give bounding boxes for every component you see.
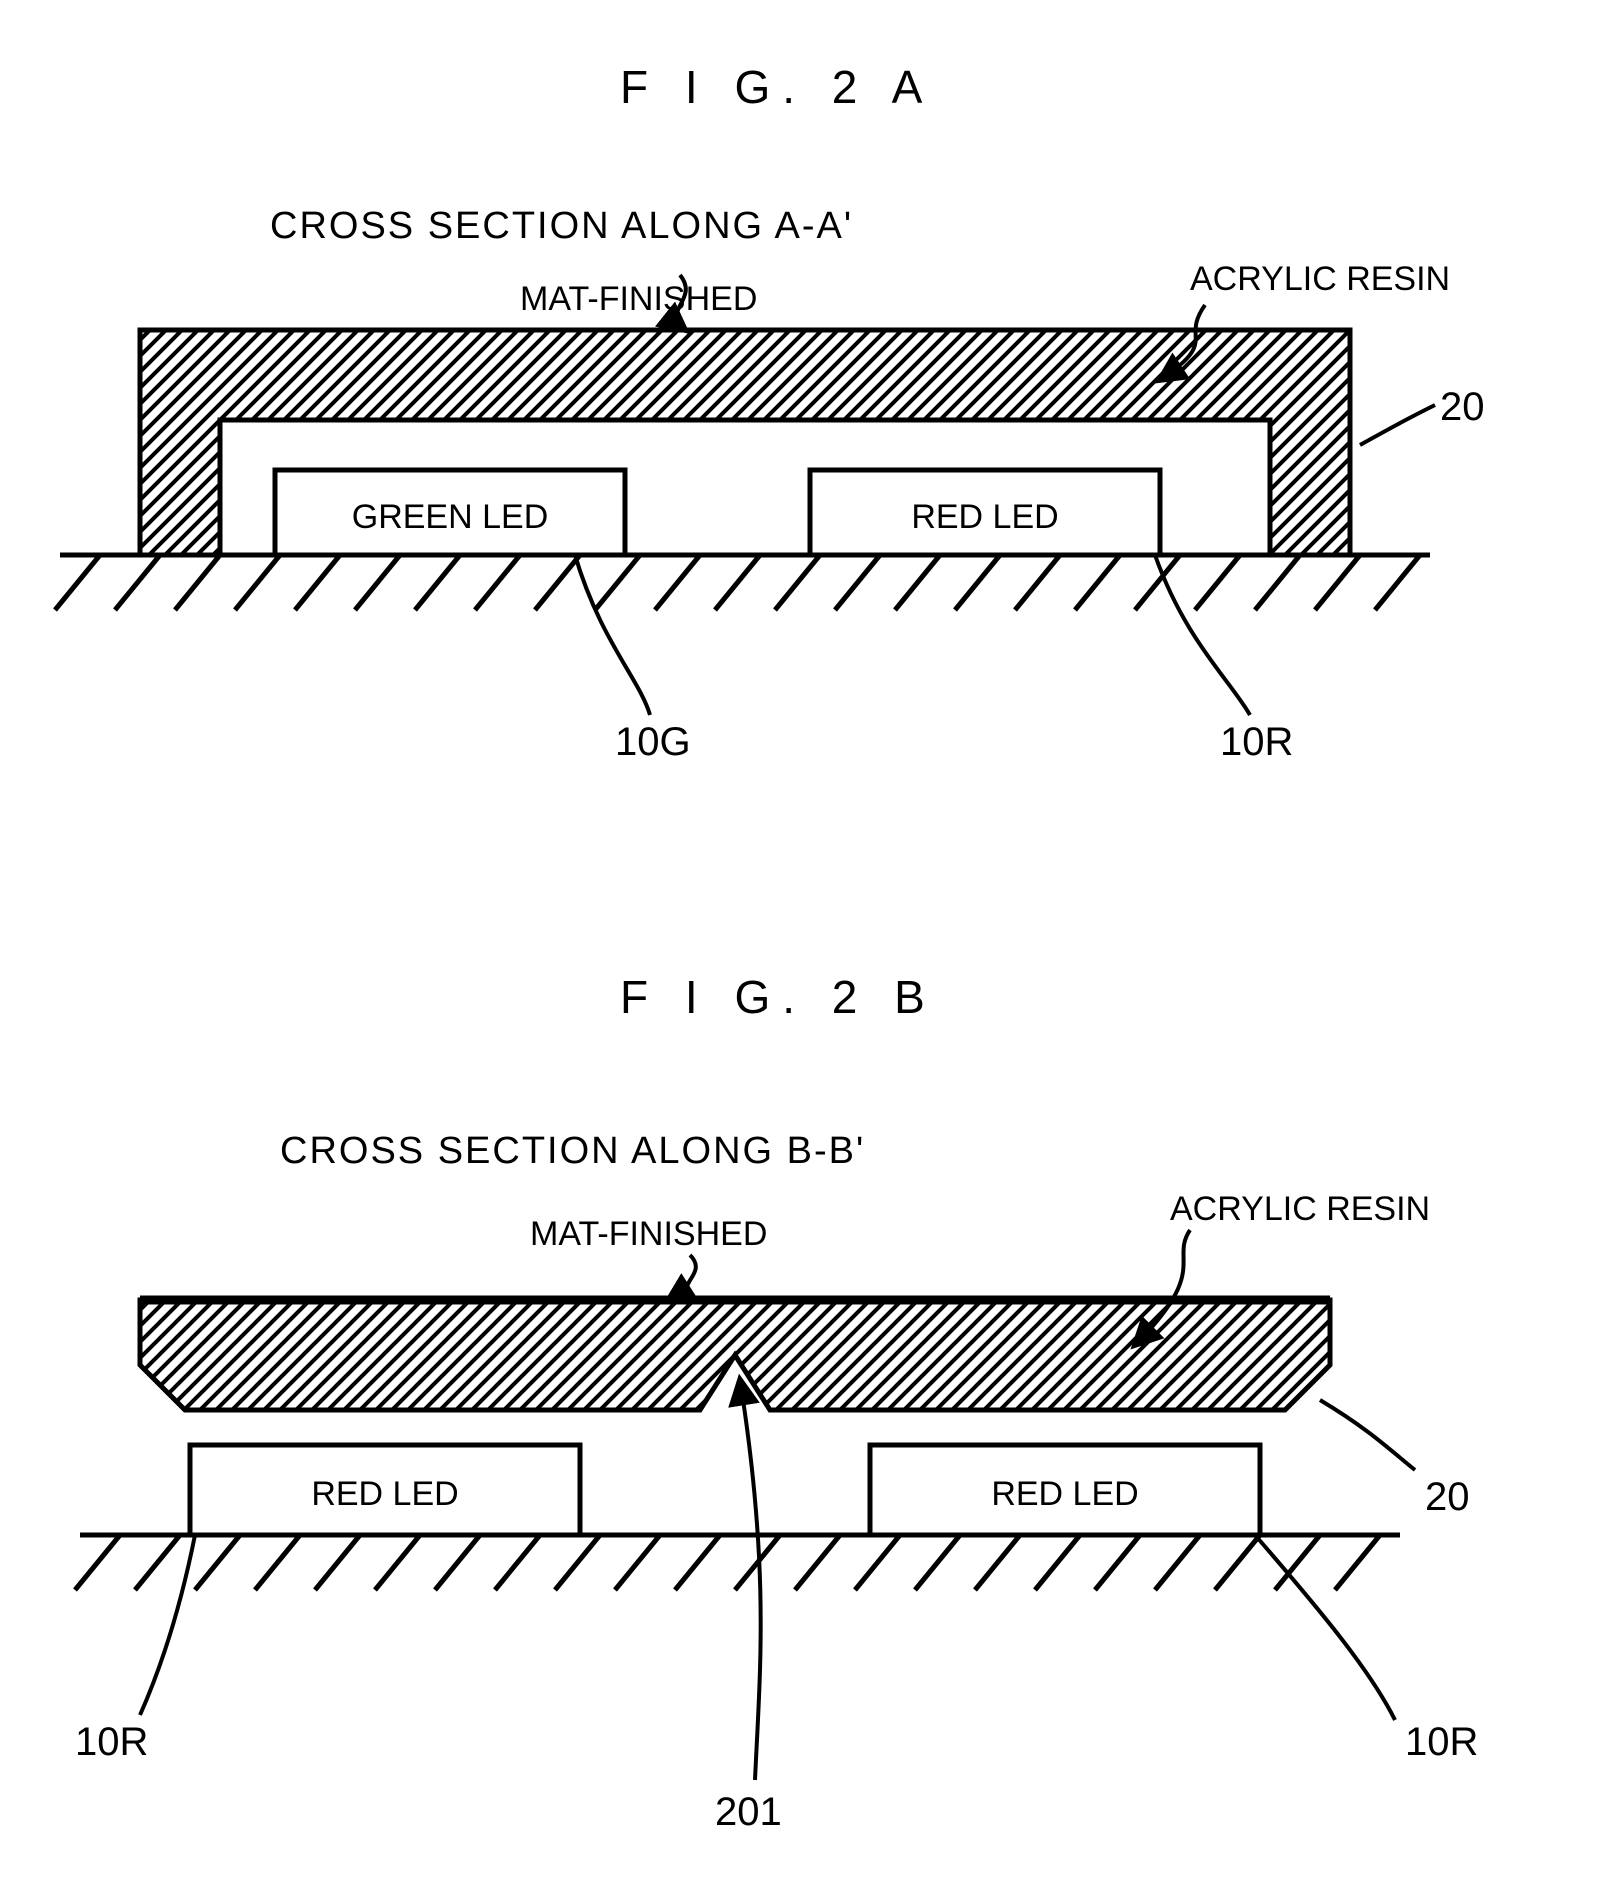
- fig-a-20-leader: [1360, 405, 1435, 445]
- fig-b-mat-leader: [686, 1255, 695, 1300]
- fig-b-20-leader: [1320, 1400, 1415, 1470]
- fig-a-10g-leader: [575, 555, 650, 715]
- figure-2a-drawing: GREEN LED RED LED: [0, 0, 1622, 820]
- page: { "figA": { "title": "F I G. 2 A", "capt…: [0, 0, 1622, 1879]
- fig-b-ground-hatch: [75, 1535, 1380, 1590]
- fig-a-ground-hatch: [55, 555, 1420, 610]
- fig-a-mat-leader: [676, 275, 685, 330]
- figure-2b-drawing: RED LED RED LED: [0, 970, 1622, 1870]
- fig-b-10r-right-leader: [1255, 1535, 1395, 1720]
- fig-a-green-led-text: GREEN LED: [352, 498, 549, 536]
- fig-a-red-led-text: RED LED: [911, 498, 1058, 536]
- fig-b-red-led-left-text: RED LED: [311, 1475, 458, 1513]
- fig-a-10r-leader: [1155, 555, 1250, 715]
- fig-b-resin-plate: [140, 1300, 1330, 1410]
- fig-b-red-led-right-text: RED LED: [991, 1475, 1138, 1513]
- fig-b-10r-left-leader: [140, 1535, 195, 1715]
